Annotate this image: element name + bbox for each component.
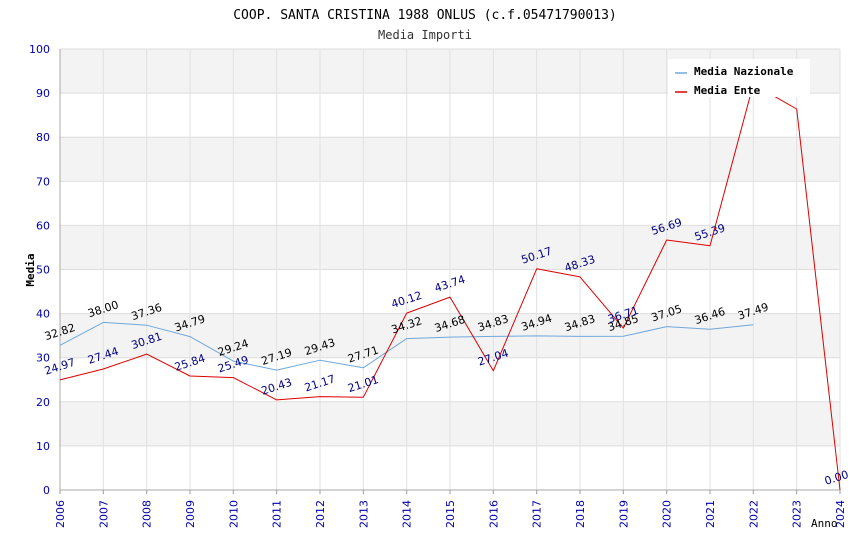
y-tick-label: 90 bbox=[36, 87, 50, 100]
x-axis-label: Anno bbox=[811, 517, 838, 530]
x-tick-label: 2019 bbox=[617, 500, 630, 528]
x-tick-label: 2009 bbox=[184, 500, 197, 528]
y-tick-label: 60 bbox=[36, 219, 50, 232]
y-tick-label: 0 bbox=[43, 484, 50, 497]
y-tick-label: 50 bbox=[36, 264, 50, 277]
y-tick-label: 100 bbox=[29, 43, 50, 56]
x-tick-label: 2022 bbox=[747, 500, 760, 528]
series-line-media-ente bbox=[59, 83, 841, 491]
x-tick-label: 2006 bbox=[54, 500, 67, 528]
x-tick-label: 2012 bbox=[314, 500, 327, 528]
y-tick-labels: 0 10 20 30 40 50 60 70 80 90 100 bbox=[29, 43, 50, 497]
x-tick-label: 2015 bbox=[444, 500, 457, 528]
x-tick-label: 2020 bbox=[661, 500, 674, 528]
y-tick-label: 40 bbox=[36, 308, 50, 321]
x-tick-label: 2018 bbox=[574, 500, 587, 528]
chart-title: COOP. SANTA CRISTINA 1988 ONLUS (c.f.054… bbox=[233, 8, 617, 23]
y-tick-label: 70 bbox=[36, 175, 50, 188]
y-tick-label: 30 bbox=[36, 352, 50, 365]
y-tick-label: 80 bbox=[36, 131, 50, 144]
x-tick-label: 2024 bbox=[834, 500, 847, 528]
chart-subtitle: Media Importi bbox=[378, 28, 472, 42]
series-line-media-nazionale bbox=[59, 321, 754, 371]
x-tick-label: 2017 bbox=[531, 500, 544, 528]
x-tick-labels: 2006 2007 2008 2009 2010 2011 2012 2013 2014 2015… bbox=[54, 500, 847, 528]
x-tick-label: 2021 bbox=[704, 500, 717, 528]
y-tick-label: 10 bbox=[36, 440, 50, 453]
x-tick-label: 2011 bbox=[271, 500, 284, 528]
legend-box bbox=[668, 59, 810, 97]
axes bbox=[59, 49, 841, 494]
y-axis-label: Media bbox=[24, 253, 37, 286]
x-tick-label: 2014 bbox=[401, 500, 414, 528]
x-tick-label: 2016 bbox=[487, 500, 500, 528]
data-label: 0.00 bbox=[823, 468, 850, 488]
legend-label-media-nazionale: Media Nazionale bbox=[694, 65, 794, 78]
y-tick-label: 20 bbox=[36, 396, 50, 409]
legend: Media Nazionale Media Ente bbox=[668, 59, 810, 97]
x-tick-label: 2008 bbox=[141, 500, 154, 528]
x-tick-label: 2013 bbox=[357, 500, 370, 528]
x-tick-label: 2010 bbox=[227, 500, 240, 528]
series-lines bbox=[59, 83, 841, 491]
legend-label-media-ente: Media Ente bbox=[694, 84, 761, 97]
grid-lines bbox=[59, 48, 841, 491]
x-tick-label: 2023 bbox=[791, 500, 804, 528]
x-tick-label: 2007 bbox=[97, 500, 110, 528]
